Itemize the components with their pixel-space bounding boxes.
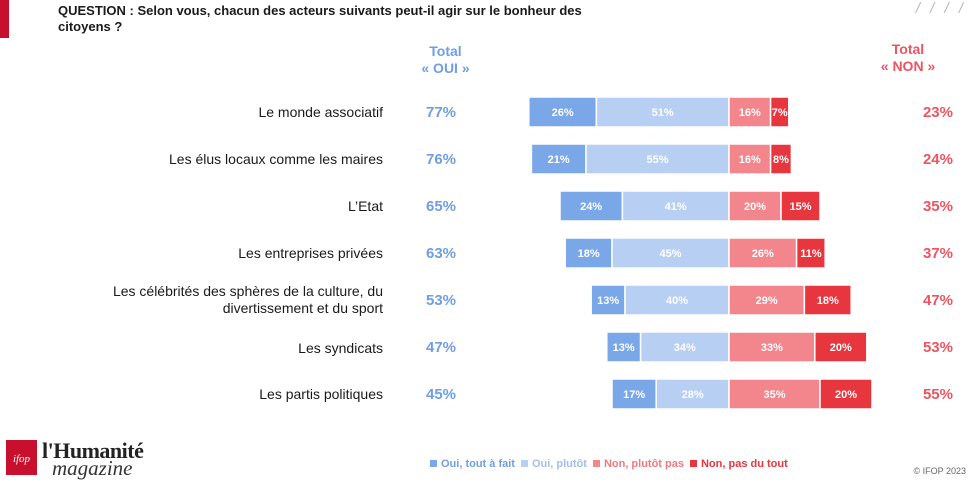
bar-value-label: 20% (830, 342, 852, 354)
legend-label: Non, pas du tout (700, 458, 788, 470)
bar-value-label: 51% (652, 107, 674, 119)
total-oui-header: Total « OUI » (408, 43, 483, 77)
legend-label: Oui, tout à fait (441, 458, 515, 470)
total-oui-value: 53% (426, 292, 457, 309)
bar-oui-plutot (621, 190, 730, 222)
bar-non-pas-du-tout (814, 331, 868, 363)
total-non-header-line2: « NON » (880, 58, 936, 74)
bar-non-pas-du-tout (795, 237, 826, 269)
bar-oui-tout-a-fait (606, 331, 642, 363)
legend-label: Non, plutôt pas (603, 458, 684, 470)
legend-item: Non, plutôt pas (592, 458, 684, 470)
bar-value-label: 21% (548, 154, 570, 166)
row-label-partis: Les partis politiques (259, 386, 383, 402)
bar-value-label: 7% (772, 107, 788, 119)
legend-label: Oui, plutôt (531, 458, 587, 470)
brand-red-tab (0, 0, 9, 38)
decorative-slashes: / / / / (915, 0, 966, 17)
bar-value-label: 26% (752, 248, 774, 260)
bar-value-label: 29% (756, 295, 778, 307)
row-label-entreprises: Les entreprises privées (238, 245, 383, 261)
bar-value-label: 17% (623, 389, 645, 401)
total-oui-value: 63% (426, 245, 457, 262)
total-oui-value: 65% (426, 198, 457, 215)
bar-value-label: 15% (789, 201, 811, 213)
ifop-logo: ifop (6, 440, 37, 475)
copyright: © IFOP 2023 (913, 466, 967, 476)
bar-value-label: 16% (739, 154, 761, 166)
row-label-elus-locaux: Les élus locaux comme les maires (169, 151, 383, 167)
total-oui-value: 47% (426, 339, 457, 356)
brand-subtitle: magazine (52, 456, 133, 480)
chart-legend: Oui, tout à fait Oui, plutôt Non, plutôt… (430, 458, 794, 470)
bar-oui-tout-a-fait (611, 378, 657, 410)
legend-swatch (592, 460, 600, 467)
total-non-value: 37% (922, 245, 953, 262)
bar-value-label: 40% (666, 295, 688, 307)
bar-value-label: 55% (646, 154, 668, 166)
bar-value-label: 35% (763, 389, 785, 401)
bar-value-label: 13% (597, 295, 619, 307)
total-non-value: 55% (922, 386, 953, 403)
total-non-value: 23% (922, 104, 953, 121)
total-non-value: 47% (922, 292, 953, 309)
total-oui-header-line1: Total (429, 43, 462, 59)
bar-non-pas-du-tout (780, 190, 821, 222)
bar-non-pas-du-tout (769, 143, 793, 175)
bar-non-plutot-pas (728, 284, 806, 316)
bar-value-label: 20% (835, 389, 857, 401)
row-label-etat: L’Etat (347, 198, 383, 214)
row-label-syndicats: Les syndicats (298, 340, 383, 356)
total-oui-value: 76% (426, 151, 457, 168)
total-oui-header-line2: « OUI » (421, 60, 470, 76)
bar-oui-plutot (611, 237, 730, 269)
row-label-associatif: Le monde associatif (258, 104, 383, 120)
legend-swatch (689, 460, 697, 467)
total-non-header: Total « NON » (868, 41, 948, 75)
ifop-logo-text: ifop (12, 453, 31, 465)
legend-item: Oui, tout à fait (430, 458, 515, 470)
bar-non-plutot-pas (728, 331, 816, 363)
bar-value-label: 18% (817, 295, 839, 307)
bar-value-label: 8% (773, 154, 789, 166)
bar-non-pas-du-tout (769, 96, 790, 128)
bar-oui-plutot (655, 378, 730, 410)
total-non-value: 24% (922, 151, 953, 168)
bar-value-label: 33% (761, 342, 783, 354)
total-oui-value: 77% (426, 104, 457, 121)
legend-item: Non, pas du tout (689, 458, 788, 470)
bar-non-plutot-pas (728, 237, 798, 269)
bar-value-label: 28% (682, 389, 704, 401)
bar-value-label: 34% (674, 342, 696, 354)
legend-swatch (430, 460, 437, 467)
bar-value-label: 24% (580, 201, 602, 213)
bar-non-plutot-pas (728, 190, 782, 222)
bar-value-label: 16% (739, 107, 761, 119)
legend-item: Oui, plutôt (520, 458, 587, 470)
brand-name: l'Humanité (42, 438, 144, 463)
bar-value-label: 45% (659, 248, 681, 260)
total-non-header-line1: Total (891, 41, 925, 57)
bar-value-label: 26% (552, 107, 574, 119)
bar-value-label: 41% (665, 201, 687, 213)
total-non-value: 35% (922, 198, 953, 215)
bar-value-label: 11% (800, 248, 822, 260)
total-oui-value: 45% (426, 386, 457, 403)
bar-non-pas-du-tout (819, 378, 873, 410)
row-label-celebrites: Les célébrités des sphères de la culture… (112, 283, 383, 316)
legend-swatch (520, 460, 528, 467)
bar-value-label: 18% (578, 248, 600, 260)
bar-non-pas-du-tout (803, 284, 852, 316)
bar-oui-plutot (595, 96, 730, 128)
bar-value-label: 13% (613, 342, 635, 354)
total-non-value: 53% (922, 339, 953, 356)
bar-oui-tout-a-fait (564, 237, 613, 269)
question-title: QUESTION : Selon vous, chacun des acteur… (58, 3, 582, 34)
bar-non-plutot-pas (728, 96, 772, 128)
bar-oui-tout-a-fait (590, 284, 626, 316)
bar-value-label: 20% (744, 201, 766, 213)
